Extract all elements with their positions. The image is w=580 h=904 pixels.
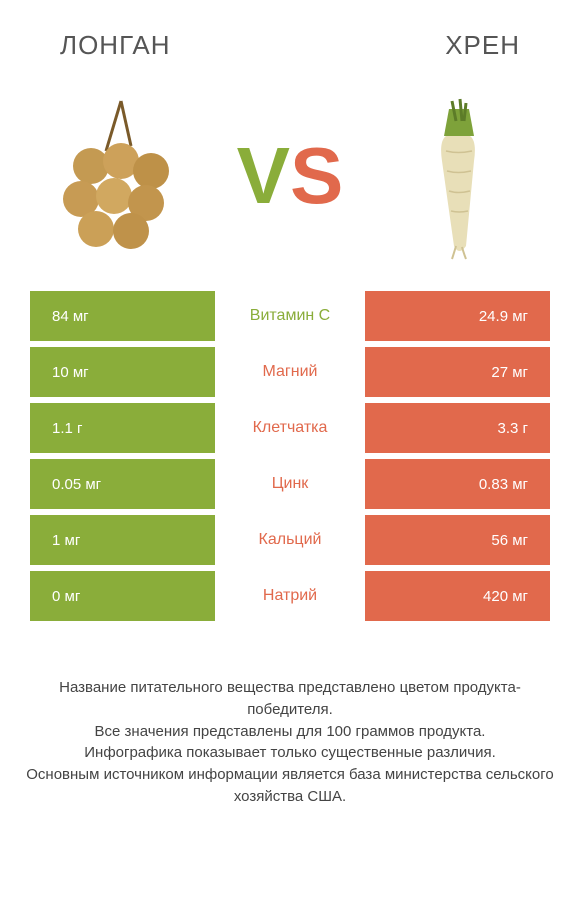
right-value: 3.3 г xyxy=(365,403,550,453)
nutrient-label: Магний xyxy=(215,347,365,397)
table-row: 0 мгНатрий420 мг xyxy=(30,571,550,621)
footer-line: Все значения представлены для 100 граммо… xyxy=(20,721,560,743)
right-title: ХРЕН xyxy=(445,30,520,61)
nutrient-label: Витамин С xyxy=(215,291,365,341)
left-value: 10 мг xyxy=(30,347,215,397)
left-value: 1.1 г xyxy=(30,403,215,453)
left-value: 0.05 мг xyxy=(30,459,215,509)
right-value: 24.9 мг xyxy=(365,291,550,341)
nutrient-label: Цинк xyxy=(215,459,365,509)
vs-label: VS xyxy=(237,136,344,216)
left-value: 84 мг xyxy=(30,291,215,341)
nutrient-label: Клетчатка xyxy=(215,403,365,453)
vs-s: S xyxy=(290,131,343,220)
table-row: 1 мгКальций56 мг xyxy=(30,515,550,565)
footer-line: Инфографика показывает только существенн… xyxy=(20,742,560,764)
vs-v: V xyxy=(237,131,290,220)
footer-notes: Название питательного вещества представл… xyxy=(0,627,580,808)
left-value: 0 мг xyxy=(30,571,215,621)
table-row: 84 мгВитамин С24.9 мг xyxy=(30,291,550,341)
table-row: 1.1 гКлетчатка3.3 г xyxy=(30,403,550,453)
horseradish-image xyxy=(374,91,544,261)
left-title: ЛОНГАН xyxy=(60,30,171,61)
left-value: 1 мг xyxy=(30,515,215,565)
right-value: 0.83 мг xyxy=(365,459,550,509)
table-row: 10 мгМагний27 мг xyxy=(30,347,550,397)
footer-line: Название питательного вещества представл… xyxy=(20,677,560,721)
table-row: 0.05 мгЦинк0.83 мг xyxy=(30,459,550,509)
footer-line: Основным источником информации является … xyxy=(20,764,560,808)
nutrient-label: Натрий xyxy=(215,571,365,621)
longan-image xyxy=(36,91,206,261)
comparison-table: 84 мгВитамин С24.9 мг 10 мгМагний27 мг 1.1… xyxy=(0,291,580,621)
right-value: 56 мг xyxy=(365,515,550,565)
right-value: 420 мг xyxy=(365,571,550,621)
nutrient-label: Кальций xyxy=(215,515,365,565)
right-value: 27 мг xyxy=(365,347,550,397)
header: ЛОНГАН ХРЕН xyxy=(0,0,580,71)
images-row: VS xyxy=(0,71,580,291)
